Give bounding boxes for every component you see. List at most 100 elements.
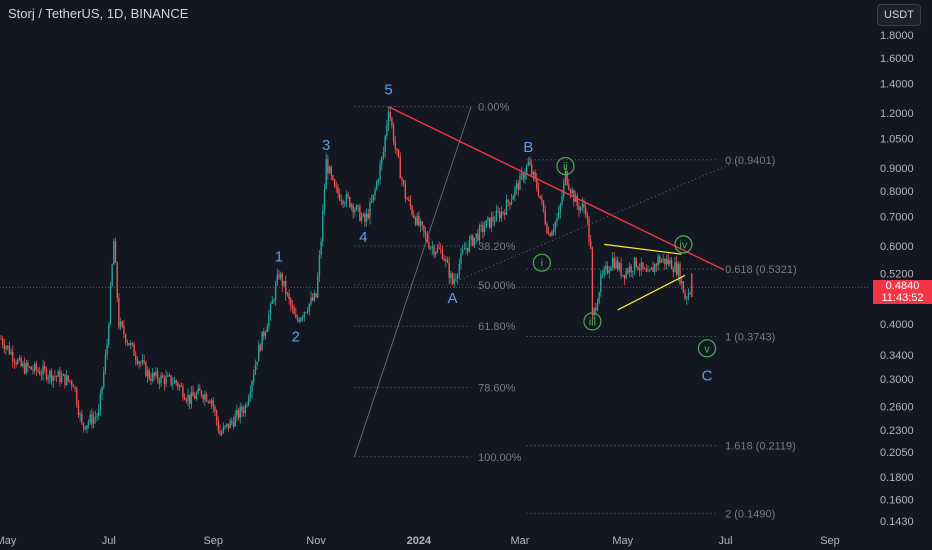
candle-body — [517, 183, 519, 190]
candle-body — [178, 385, 181, 387]
candle-body — [15, 362, 17, 364]
candle-body — [652, 267, 654, 272]
price-tick-label: 0.2600 — [880, 401, 914, 413]
candle-body — [419, 221, 422, 226]
candle-body — [499, 211, 501, 219]
candle-body — [382, 151, 385, 158]
candle-body — [114, 240, 117, 263]
circle-marker-icon — [674, 235, 693, 254]
candle-body — [239, 406, 241, 418]
candle-body — [79, 413, 81, 416]
candle-body — [77, 405, 80, 416]
candle-body — [601, 274, 604, 276]
candle-body — [384, 135, 386, 152]
triangle-upper-line[interactable] — [604, 243, 682, 255]
candle-body — [158, 380, 161, 384]
candle-body — [108, 324, 110, 345]
candle-body — [84, 426, 86, 430]
candle-body — [35, 363, 38, 371]
resistance-trendline[interactable] — [388, 106, 725, 271]
candle-body — [182, 386, 184, 398]
candle-body — [217, 420, 220, 431]
candle-body — [279, 273, 282, 278]
candle-body — [153, 372, 155, 376]
candle-body — [268, 314, 270, 327]
candle-body — [18, 357, 21, 360]
candle-body — [192, 391, 194, 397]
price-tick-label: 1.8000 — [880, 30, 914, 42]
candle-body — [470, 235, 472, 241]
candle-body — [148, 370, 150, 379]
candle-body — [461, 249, 464, 254]
candle-body — [633, 257, 636, 272]
candle-body — [524, 174, 526, 180]
currency-button[interactable]: USDT — [877, 4, 921, 26]
candle-body — [162, 375, 164, 378]
candle-body — [360, 216, 363, 221]
circle-marker-icon — [697, 339, 717, 358]
candle-body — [434, 252, 437, 255]
candle-body — [522, 173, 525, 180]
candle-body — [190, 391, 193, 404]
time-tick-label: Jul — [718, 535, 732, 547]
candle-body — [109, 286, 112, 325]
candle-body — [64, 374, 66, 385]
candle-body — [418, 215, 420, 226]
candle-body — [596, 302, 599, 311]
candle-body — [504, 212, 506, 215]
candle-body — [477, 233, 479, 241]
candle-body — [263, 331, 265, 337]
candle-body — [290, 298, 292, 306]
candle-body — [231, 420, 233, 422]
candle-body — [156, 371, 159, 381]
candle-body — [209, 401, 211, 404]
candle-body — [581, 203, 583, 208]
candle-body — [337, 187, 339, 194]
candle-body — [655, 264, 658, 266]
candle-body — [391, 118, 393, 126]
candle-body — [246, 404, 248, 406]
candle-body — [635, 257, 637, 267]
candle-body — [215, 410, 218, 421]
candle-body — [645, 268, 648, 272]
candle-body — [574, 195, 577, 202]
wave-label-c: C — [702, 368, 713, 385]
candle-body — [300, 318, 302, 322]
candle-body — [622, 274, 624, 276]
last-price-value: 0.4840 — [885, 280, 920, 292]
candle-body — [539, 195, 541, 199]
candle-body — [483, 227, 486, 232]
candle-body — [318, 254, 321, 277]
wave-label-b: B — [523, 139, 533, 156]
candle-body — [129, 343, 132, 346]
triangle-lower-line[interactable] — [617, 274, 686, 311]
candle-body — [507, 199, 509, 203]
candle-body — [544, 211, 546, 224]
candle-body — [212, 400, 214, 407]
candle-body — [610, 267, 612, 271]
candle-body — [347, 194, 349, 198]
candle-body — [450, 273, 452, 279]
candle-body — [214, 406, 216, 411]
price-tick-label: 0.2050 — [880, 447, 914, 459]
candle-body — [258, 344, 260, 362]
candle-body — [482, 225, 484, 232]
candle-body — [155, 371, 157, 376]
wave-label-5: 5 — [384, 82, 392, 99]
candle-body — [3, 344, 6, 350]
candle-body — [254, 365, 257, 375]
candle-body — [456, 275, 459, 279]
candle-body — [13, 361, 16, 363]
candle-body — [376, 181, 378, 190]
candle-body — [121, 321, 123, 326]
candle-body — [177, 382, 179, 387]
candle-body — [39, 371, 41, 375]
candle-body — [561, 195, 563, 204]
price-tick-label: 0.3400 — [880, 350, 914, 362]
candle-body — [478, 226, 481, 241]
candle-body — [247, 397, 250, 405]
candle-body — [180, 385, 182, 387]
candle-body — [465, 247, 467, 250]
symbol-title[interactable]: Storj / TetherUS, 1D, BINANCE — [8, 6, 189, 21]
